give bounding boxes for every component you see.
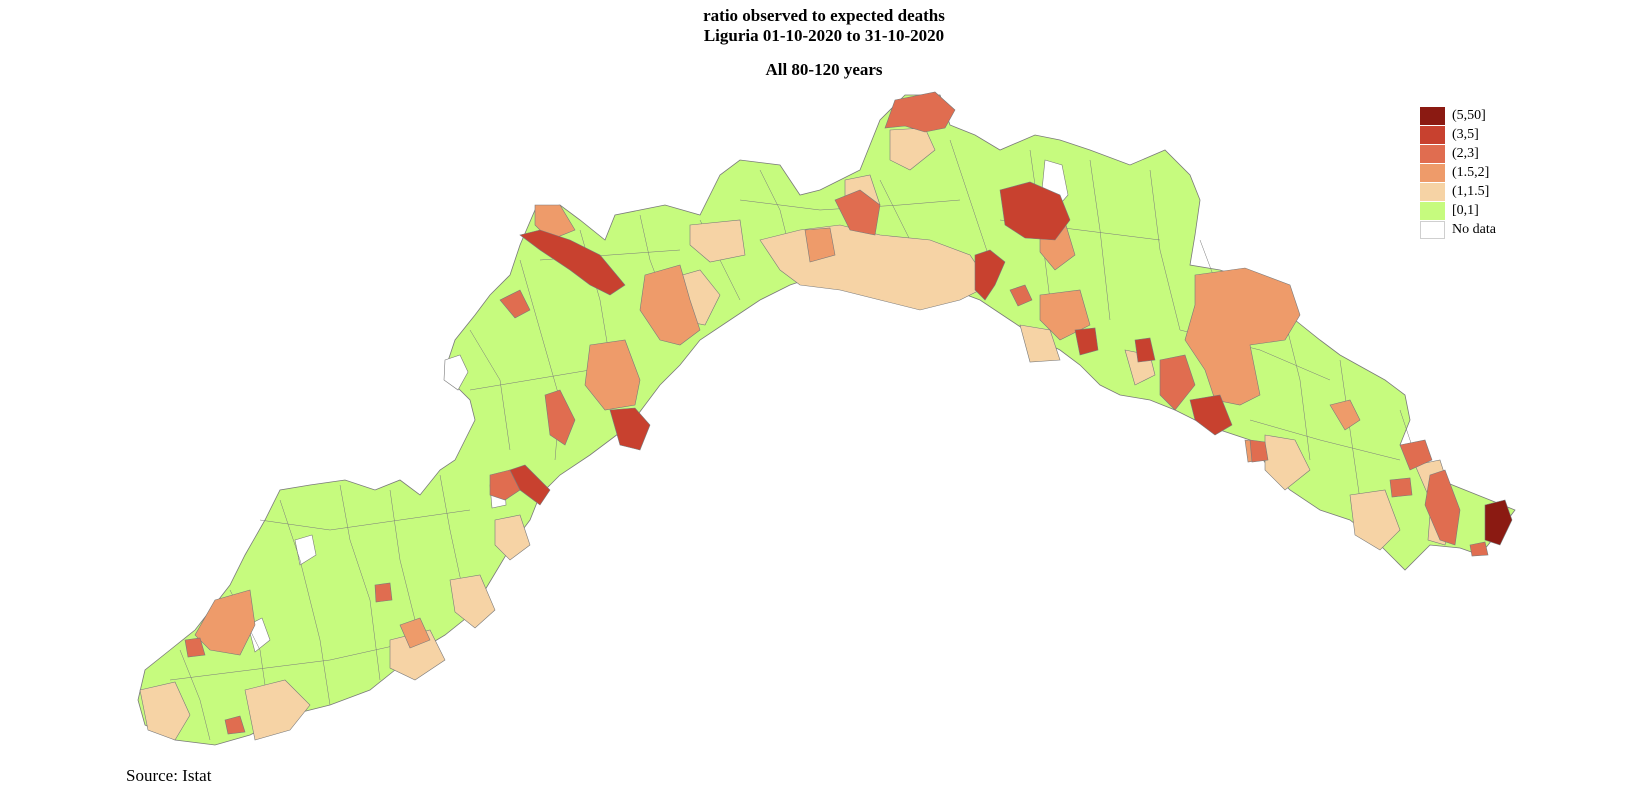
class-3-5-areas — [509, 181, 1233, 506]
class-2-3-areas — [184, 91, 1489, 735]
region-outline — [137, 94, 1516, 746]
class-5-50-areas — [1484, 499, 1513, 546]
legend-label: No data — [1452, 221, 1496, 237]
title-line-2: Liguria 01-10-2020 to 31-10-2020 — [703, 26, 945, 45]
legend-item: [0,1] — [1420, 201, 1496, 220]
class-1.5-2-areas — [194, 204, 1361, 656]
legend-swatch — [1420, 182, 1445, 201]
legend-label: (2,3] — [1452, 145, 1479, 161]
legend-item: (5,50] — [1420, 106, 1496, 125]
legend-label: (5,50] — [1452, 107, 1486, 123]
map-subtitle: All 80-120 years — [765, 60, 883, 79]
legend-swatch — [1420, 106, 1445, 125]
legend-swatch — [1420, 144, 1445, 163]
title-line-1: ratio observed to expected deaths — [703, 6, 945, 25]
legend-label: (1,1.5] — [1452, 183, 1490, 199]
legend-swatch — [1420, 163, 1445, 182]
legend-item: (1.5,2] — [1420, 163, 1496, 182]
source-note: Source: Istat — [126, 766, 212, 785]
legend-swatch — [1420, 125, 1445, 144]
legend-swatch — [1420, 201, 1445, 220]
legend-item: (2,3] — [1420, 144, 1496, 163]
legend-swatch — [1420, 220, 1445, 239]
legend-item: (3,5] — [1420, 125, 1496, 144]
legend-item: (1,1.5] — [1420, 182, 1496, 201]
legend-label: (1.5,2] — [1452, 164, 1490, 180]
map-title: ratio observed to expected deaths Liguri… — [0, 6, 1648, 46]
legend-item: No data — [1420, 220, 1496, 239]
legend-label: (3,5] — [1452, 126, 1479, 142]
map-legend: (5,50] (3,5] (2,3] (1.5,2] (1,1.5] [0,1]… — [1420, 106, 1496, 239]
no-data-area — [294, 534, 317, 566]
no-data-area — [443, 354, 469, 391]
legend-label: [0,1] — [1452, 202, 1479, 218]
